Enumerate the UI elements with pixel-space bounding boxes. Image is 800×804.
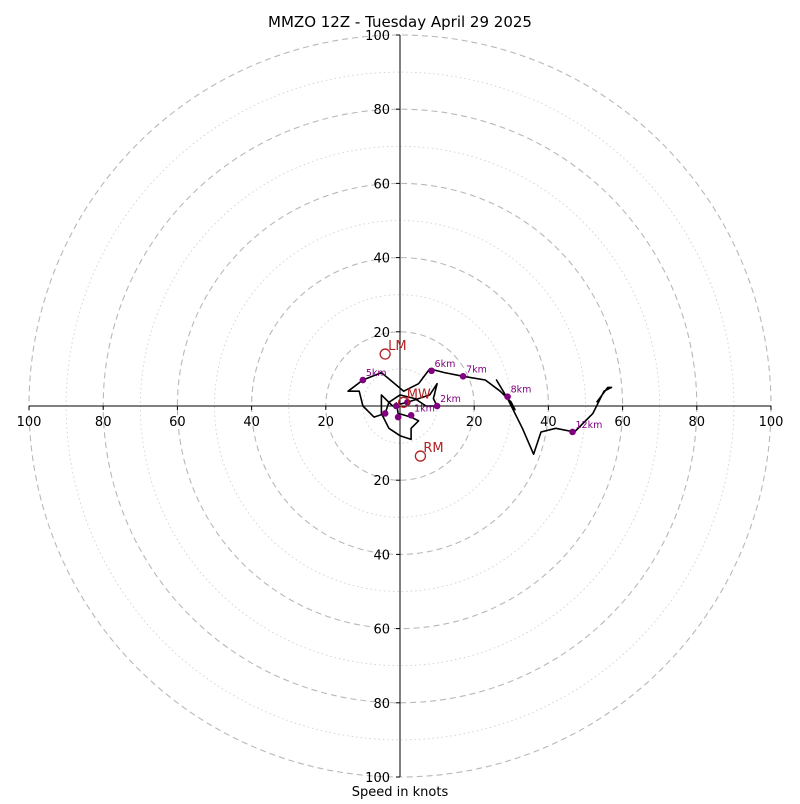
y-tick-label: 40 <box>373 252 390 267</box>
height-point <box>394 413 402 421</box>
height-point <box>459 373 467 380</box>
storm-label-lm: LM <box>388 339 406 354</box>
x-tick-label: 100 <box>17 415 42 430</box>
x-tick-label: 20 <box>318 415 335 430</box>
y-tick-label: 60 <box>373 177 390 192</box>
height-label-6km: 6km <box>435 359 456 370</box>
storm-marker-mw <box>398 396 410 408</box>
height-label-7km: 7km <box>466 364 487 375</box>
x-tick-label: 40 <box>243 415 260 430</box>
height-point <box>359 376 367 384</box>
storm-marker-rm <box>414 450 427 462</box>
x-tick-label: 80 <box>95 415 112 430</box>
x-tick-label: 60 <box>169 415 186 430</box>
height-point <box>428 367 435 375</box>
y-tick-label: 60 <box>373 623 390 638</box>
height-label-12km: 12km <box>576 420 603 431</box>
tick-labels: 100 80 60 40 20 20 40 60 80 100 100 80 60 40 20 20 40 60 8… <box>17 29 784 786</box>
storm-label-mw: MW <box>407 387 431 402</box>
x-axis-label: Speed in knots <box>352 785 449 800</box>
y-tick-label: 100 <box>365 29 390 44</box>
x-tick-label: 80 <box>689 415 706 430</box>
hodograph-trace <box>347 368 613 456</box>
chart-title: MMZO 12Z - Tuesday April 29 2025 <box>268 13 532 31</box>
height-point <box>433 402 441 410</box>
storm-motion-markers: LM MW RM <box>379 339 444 462</box>
height-point <box>381 410 389 417</box>
x-tick-label: 40 <box>540 415 557 430</box>
height-point <box>569 428 576 436</box>
y-tick-label: 100 <box>365 771 390 786</box>
height-label-1km: 1km <box>414 403 435 414</box>
y-tick-label: 80 <box>373 103 390 118</box>
height-markers: 1km 2km 5km 6km 7km 8km 12km <box>359 359 603 436</box>
x-tick-label: 20 <box>466 415 483 430</box>
y-tick-label: 20 <box>373 474 390 489</box>
hodograph-line <box>347 368 613 456</box>
height-label-2km: 2km <box>440 394 461 405</box>
height-point <box>407 411 415 419</box>
height-label-5km: 5km <box>366 368 387 379</box>
height-point <box>392 402 400 410</box>
height-label-8km: 8km <box>511 385 532 396</box>
storm-marker-lm <box>379 348 391 360</box>
y-tick-label: 40 <box>373 548 390 563</box>
x-tick-label: 100 <box>759 415 784 430</box>
y-tick-label: 20 <box>373 326 390 341</box>
storm-label-rm: RM <box>423 441 443 456</box>
height-point <box>504 393 511 401</box>
x-tick-label: 60 <box>614 415 631 430</box>
y-tick-label: 80 <box>373 697 390 712</box>
